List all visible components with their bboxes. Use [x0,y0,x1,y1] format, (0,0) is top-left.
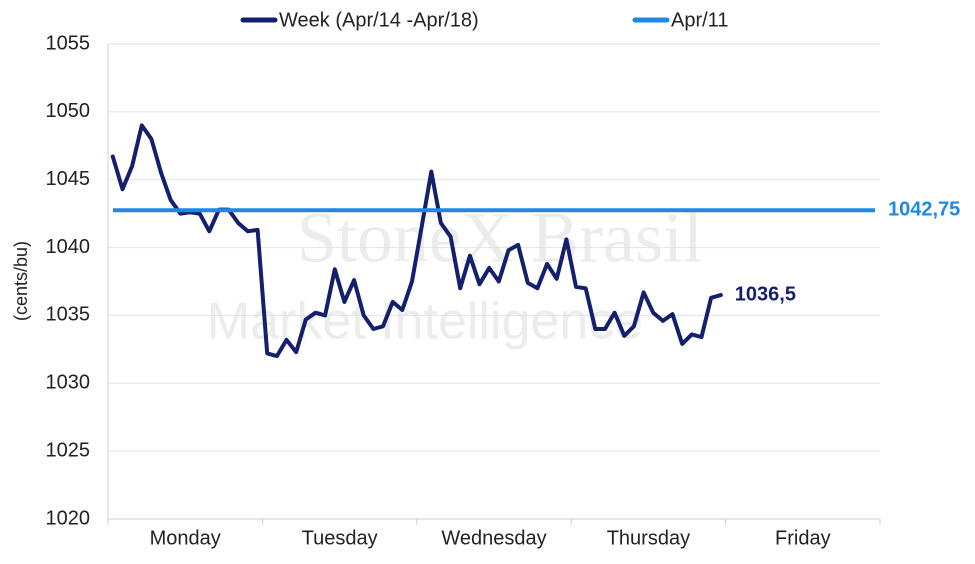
y-tick-label: 1040 [46,236,91,258]
value-label: 1042,75 [888,199,960,221]
y-tick-label: 1045 [46,168,91,190]
value-label: 1036,5 [735,283,796,305]
y-tick-label: 1050 [46,100,91,122]
legend-label: Week (Apr/14 -Apr/18) [279,9,479,31]
x-tick-label: Tuesday [302,527,378,549]
series-line [110,123,723,359]
y-axis-title: (cents/bu) [11,241,31,321]
x-tick-label: Thursday [607,527,690,549]
x-tick-label: Friday [775,527,831,549]
watermark: Market Intelligence [207,293,643,351]
x-tick-label: Wednesday [441,527,546,549]
y-tick-label: 1025 [46,439,91,461]
y-tick-label: 1020 [46,507,91,529]
y-tick-label: 1030 [46,372,91,394]
y-tick-label: 1035 [46,304,91,326]
legend-label: Apr/11 [671,9,728,31]
x-tick-label: Monday [150,527,221,549]
y-tick-label: 1055 [46,32,91,54]
